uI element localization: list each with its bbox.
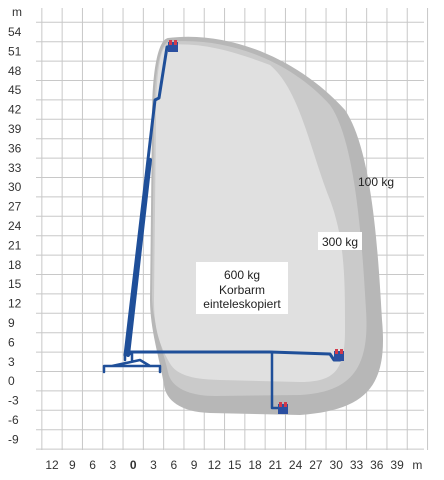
y-tick-label: 54 (8, 25, 22, 39)
y-tick-label: 30 (8, 180, 22, 194)
y-tick-label: 27 (8, 200, 22, 214)
y-tick-label: 36 (8, 141, 22, 155)
basket-bottom (278, 402, 288, 414)
x-tick-label: 12 (45, 458, 59, 472)
y-tick-label: -3 (8, 394, 19, 408)
zone-100kg-label: 100 kg (358, 175, 394, 189)
x-tick-label: 3 (150, 458, 157, 472)
zone-600kg-label-line1: 600 kg (224, 268, 260, 282)
zone-600kg-label-line3: einteleskopiert (203, 297, 281, 311)
x-tick-label: 6 (170, 458, 177, 472)
x-tick-label: 9 (69, 458, 76, 472)
y-tick-label: 48 (8, 64, 22, 78)
y-tick-label: 12 (8, 297, 22, 311)
boom-vertical-inner (126, 158, 152, 357)
y-tick-label: -9 (8, 432, 19, 446)
y-tick-label: 39 (8, 122, 22, 136)
x-tick-label: 36 (370, 458, 384, 472)
y-tick-label: 9 (8, 316, 15, 330)
x-tick-label: 12 (208, 458, 222, 472)
x-axis-labels: 12 9 6 3 0 3 6 9 12 15 18 21 24 27 30 33 36 39 m (45, 458, 422, 472)
x-tick-label: 24 (289, 458, 303, 472)
x-tick-label: 9 (191, 458, 198, 472)
x-tick-label: 6 (89, 458, 96, 472)
y-tick-label: 42 (8, 103, 22, 117)
y-tick-label: 3 (8, 355, 15, 369)
y-tick-label: 24 (8, 219, 22, 233)
y-tick-label: 15 (8, 277, 22, 291)
y-tick-label: 51 (8, 44, 22, 58)
basket-right (334, 349, 344, 361)
x-tick-label: 15 (228, 458, 242, 472)
x-unit-label: m (412, 458, 422, 472)
x-tick-label: 30 (330, 458, 344, 472)
y-tick-label: 6 (8, 335, 15, 349)
x-tick-label: 0 (130, 458, 137, 472)
x-tick-label: 18 (248, 458, 262, 472)
zone-300kg-label-box: 300 kg (318, 232, 362, 250)
x-tick-label: 27 (309, 458, 323, 472)
zone-300kg-label: 300 kg (322, 235, 358, 249)
chassis (102, 352, 162, 374)
x-tick-label: 21 (269, 458, 283, 472)
y-tick-label: 21 (8, 238, 22, 252)
x-tick-label: 3 (110, 458, 117, 472)
y-tick-label: -6 (8, 413, 19, 427)
x-tick-label: 33 (350, 458, 364, 472)
y-unit-label: m (12, 5, 22, 19)
y-tick-label: 33 (8, 161, 22, 175)
basket-top (168, 40, 178, 52)
y-tick-label: 45 (8, 83, 22, 97)
y-tick-label: 18 (8, 258, 22, 272)
x-tick-label: 39 (390, 458, 404, 472)
zone-600kg-label-box: 600 kg Korbarm einteleskopiert (196, 262, 288, 314)
y-tick-label: 0 (8, 374, 15, 388)
zone-600kg-label-line2: Korbarm (219, 283, 265, 297)
